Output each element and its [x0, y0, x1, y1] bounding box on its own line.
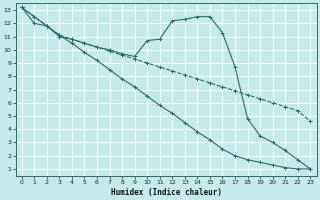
X-axis label: Humidex (Indice chaleur): Humidex (Indice chaleur) — [110, 188, 221, 197]
